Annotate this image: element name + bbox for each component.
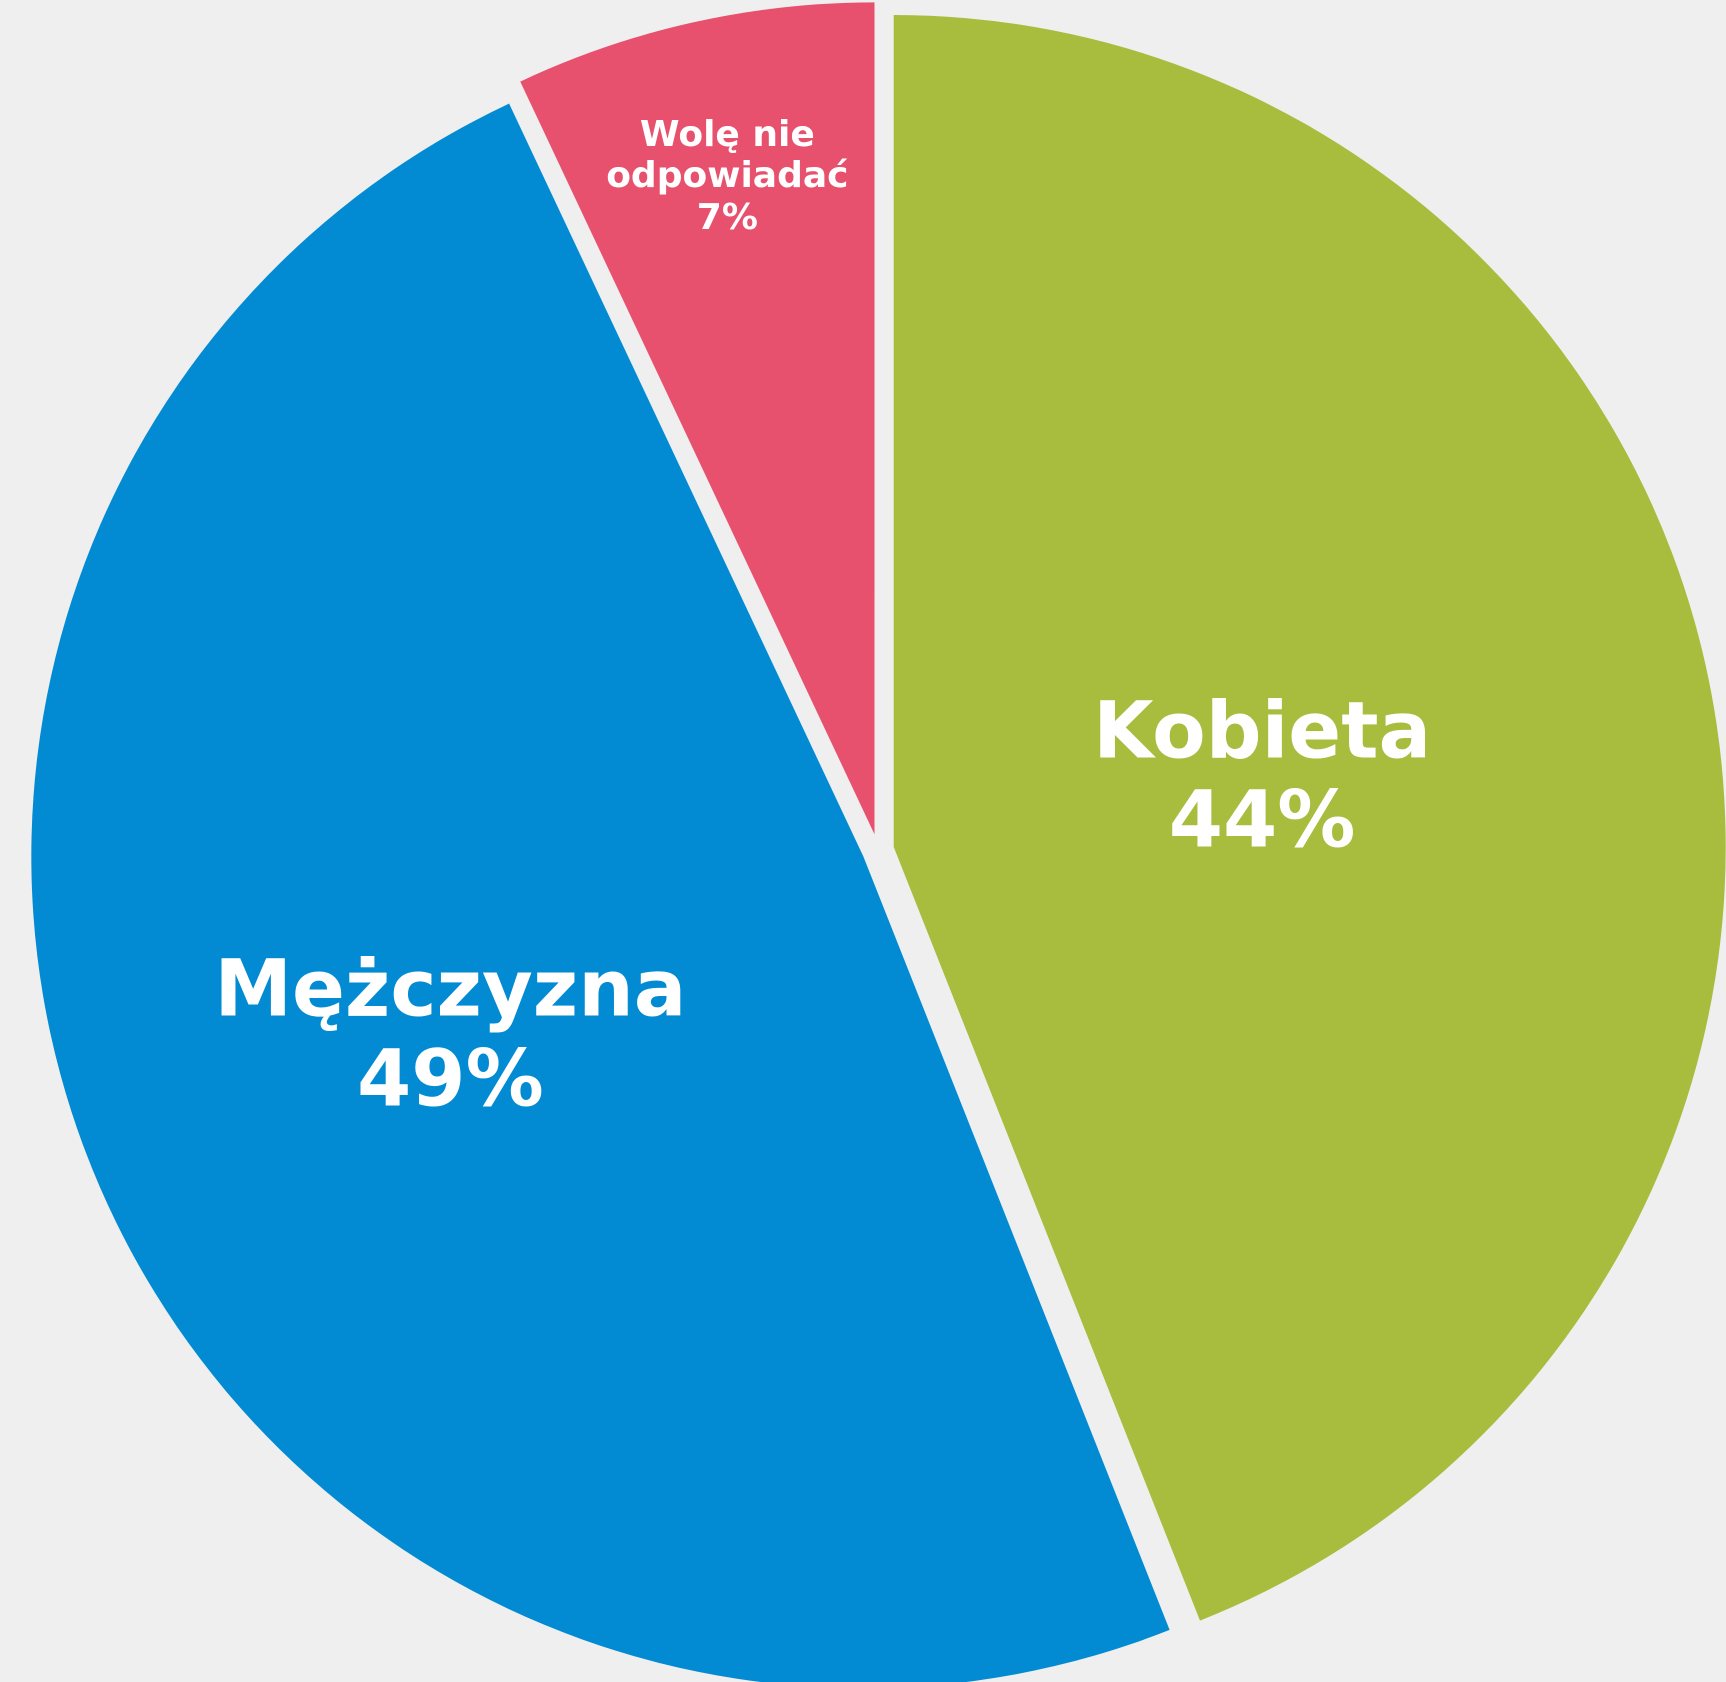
slice-label: Mężczyzna 49% [100,945,800,1124]
value-label: 7% [696,196,758,238]
category-label: Mężczyzna [214,944,687,1035]
pie-slice [893,15,1726,1621]
slice-label: Wolę nie odpowiadać 7% [582,114,872,238]
value-label: 49% [357,1034,544,1125]
category-label: Wolę nie odpowiadać [606,113,849,197]
category-label: Kobieta [1093,686,1432,777]
pie-slice [31,103,1170,1682]
pie-slice [520,2,875,835]
slice-label: Kobieta 44% [912,686,1612,866]
value-label: 44% [1168,775,1356,866]
